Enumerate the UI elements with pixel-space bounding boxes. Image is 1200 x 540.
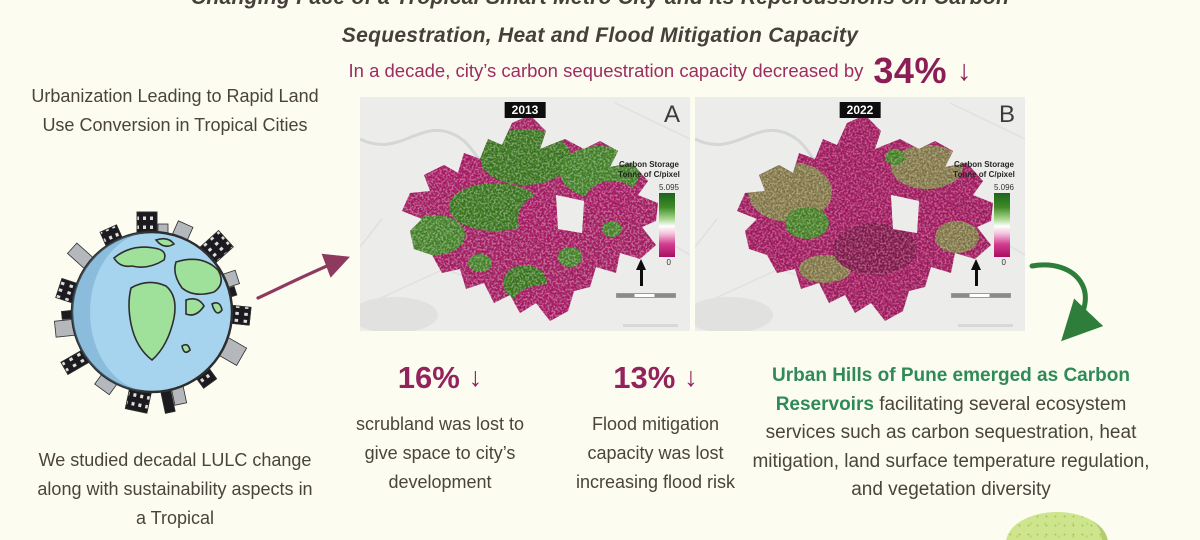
stat-value: 13% <box>613 360 676 395</box>
decrease-arrow-icon: ↓ <box>956 54 972 87</box>
stat-caption: Flood mitigation capacity was lost incre… <box>575 414 736 492</box>
year-tag: 2013 <box>504 102 546 118</box>
panel-letter: B <box>998 101 1015 128</box>
stat-flood: 13% ↓ Flood mitigation capacity was lost… <box>558 360 753 497</box>
map-comparison: 2013 A Carbon Storage Tonne of C/pixel 5… <box>360 97 1025 331</box>
lulc-map-2013 <box>360 102 690 331</box>
lulc-map-2022 <box>695 102 1025 331</box>
map-panel-2022: 2022 B Carbon Storage Tonne of C/pixel 5… <box>695 97 1025 331</box>
north-arrow-icon <box>633 259 649 286</box>
legend-min-value: 0 <box>666 258 671 267</box>
curved-arrow-to-highlight-icon <box>1018 252 1118 357</box>
north-arrow-icon <box>968 259 984 286</box>
main-title-line2: Sequestration, Heat and Flood Mitigation… <box>341 24 859 47</box>
legend-gradient-bar <box>659 193 675 257</box>
map-credit-smudge <box>958 324 1013 327</box>
highlight-paragraph: Urban Hills of Pune emerged as Carbon Re… <box>752 362 1150 505</box>
legend-min-value: 0 <box>1001 258 1006 267</box>
globe-buildings-icon <box>36 196 268 433</box>
flow-arrow-to-maps-icon <box>250 238 360 313</box>
scale-bar <box>616 293 676 298</box>
map-credit-smudge <box>623 324 678 327</box>
study-note-text: We studied decadal LULC change along wit… <box>37 450 313 528</box>
legend-max-value: 5.095 <box>658 183 679 192</box>
main-title-line1: Changing Face of a Tropical Smart Metro … <box>0 0 1200 10</box>
legend-gradient-bar <box>994 193 1010 257</box>
tree-canopy-icon <box>1006 512 1108 540</box>
key-finding-stat: 34% <box>873 50 947 91</box>
scale-bar <box>951 293 1011 298</box>
panel-letter: A <box>663 101 680 128</box>
highlight-rest-text: facilitating several ecosystem services … <box>752 393 1150 501</box>
stat-scrubland: 16% ↓ scrubland was lost to give space t… <box>350 360 530 497</box>
key-finding-row: In a decade, city’s carbon sequestration… <box>300 50 1020 92</box>
year-tag: 2022 <box>839 102 881 118</box>
intro-text: Urbanization Leading to Rapid Land Use C… <box>31 86 319 135</box>
key-finding-text: In a decade, city’s carbon sequestration… <box>348 60 864 81</box>
carbon-storage-legend: Carbon Storage Tonne of C/pixel 5.096 0 <box>946 160 1022 267</box>
stat-value: 16% <box>397 360 460 395</box>
map-panel-2013: 2013 A Carbon Storage Tonne of C/pixel 5… <box>360 97 690 331</box>
highlight-bold-text: Urban Hills of Pune emerged as Carbon Re… <box>772 365 1130 415</box>
legend-max-value: 5.096 <box>993 183 1014 192</box>
stat-caption: scrubland was lost to give space to city… <box>355 414 525 492</box>
decrease-arrow-icon: ↓ <box>468 362 483 392</box>
decrease-arrow-icon: ↓ <box>684 362 698 392</box>
carbon-storage-legend: Carbon Storage Tonne of C/pixel 5.095 0 <box>611 160 687 267</box>
